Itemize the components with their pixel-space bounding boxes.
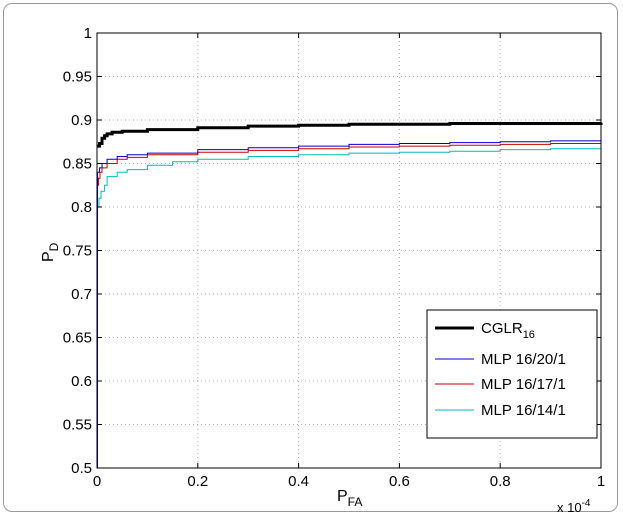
y-axis-label-main: P (40, 251, 57, 262)
x-tick-label: 0.2 (187, 473, 208, 490)
y-tick-label: 0.5 (71, 460, 92, 477)
y-tick-label: 0.7 (71, 286, 92, 303)
x-axis-label-sub: FA (348, 495, 363, 509)
legend: CGLR16 MLP 16/20/1 MLP 16/17/1 MLP 16/14/1 (426, 309, 598, 439)
legend-label-sub: 16 (523, 329, 535, 341)
series-line (97, 147, 602, 469)
legend-box (426, 309, 598, 439)
series-line (97, 140, 602, 469)
y-tick-label: 0.8 (71, 199, 92, 216)
y-axis-label-sub: D (47, 242, 61, 251)
legend-label: MLP 16/17/1 (481, 376, 566, 393)
legend-label: CGLR16 (481, 320, 535, 341)
y-axis-label: PD (40, 242, 61, 262)
x-tick-label: 1 (597, 473, 605, 490)
grid (97, 33, 601, 468)
legend-label-main: MLP 16/17/1 (481, 376, 566, 393)
x-axis-label: PFA (337, 488, 362, 509)
y-tick-label: 0.95 (63, 69, 92, 86)
series-line (97, 143, 601, 469)
series-line (97, 122, 603, 148)
x-tick-label: 0.4 (288, 473, 309, 490)
y-tick-label: 0.6 (71, 373, 92, 390)
legend-label-main: MLP 16/14/1 (481, 402, 566, 419)
x-tick-label: 0.8 (490, 473, 511, 490)
y-tick-label: 0.9 (71, 112, 92, 129)
y-tick-label: 0.55 (63, 417, 92, 434)
series-layer (97, 122, 603, 469)
legend-label: MLP 16/20/1 (481, 351, 566, 368)
y-tick-label: 0.75 (63, 243, 92, 260)
legend-label: MLP 16/14/1 (481, 402, 566, 419)
x-tick-label: 0 (93, 473, 101, 490)
tick-labels: 0 0.2 0.4 0.6 0.8 1 0.5 0.55 0.6 0.65 0.7 0.75 0.8 0.… (63, 25, 605, 490)
x-axis-label-main: P (337, 488, 348, 505)
y-tick-label: 0.85 (63, 156, 92, 173)
x-multiplier-exponent: -4 (582, 498, 591, 509)
y-tick-label: 0.65 (63, 330, 92, 347)
x-axis-multiplier: x 10-4 (557, 498, 591, 515)
legend-label-main: CGLR (481, 320, 523, 337)
legend-label-main: MLP 16/20/1 (481, 351, 566, 368)
x-tick-label: 0.6 (389, 473, 410, 490)
y-tick-label: 1 (84, 25, 92, 42)
x-multiplier-base: x 10 (557, 500, 582, 515)
